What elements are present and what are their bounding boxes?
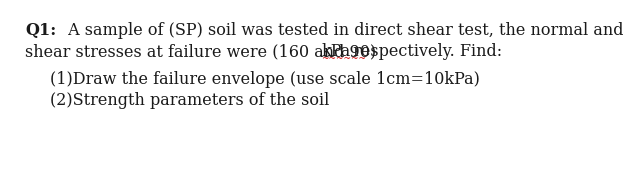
Text: Q1:: Q1: [25, 22, 56, 39]
Text: (1)Draw the failure envelope (use scale 1cm=10kPa): (1)Draw the failure envelope (use scale … [50, 71, 480, 88]
Text: kPa: kPa [322, 43, 351, 60]
Text: A sample of (SP) soil was tested in direct shear test, the normal and: A sample of (SP) soil was tested in dire… [63, 22, 623, 39]
Text: respectively. Find:: respectively. Find: [348, 43, 502, 60]
Text: shear stresses at failure were (160 and 90): shear stresses at failure were (160 and … [25, 43, 381, 60]
Text: ~~~~~~: ~~~~~~ [321, 55, 366, 63]
Text: (2)Strength parameters of the soil: (2)Strength parameters of the soil [50, 92, 330, 109]
